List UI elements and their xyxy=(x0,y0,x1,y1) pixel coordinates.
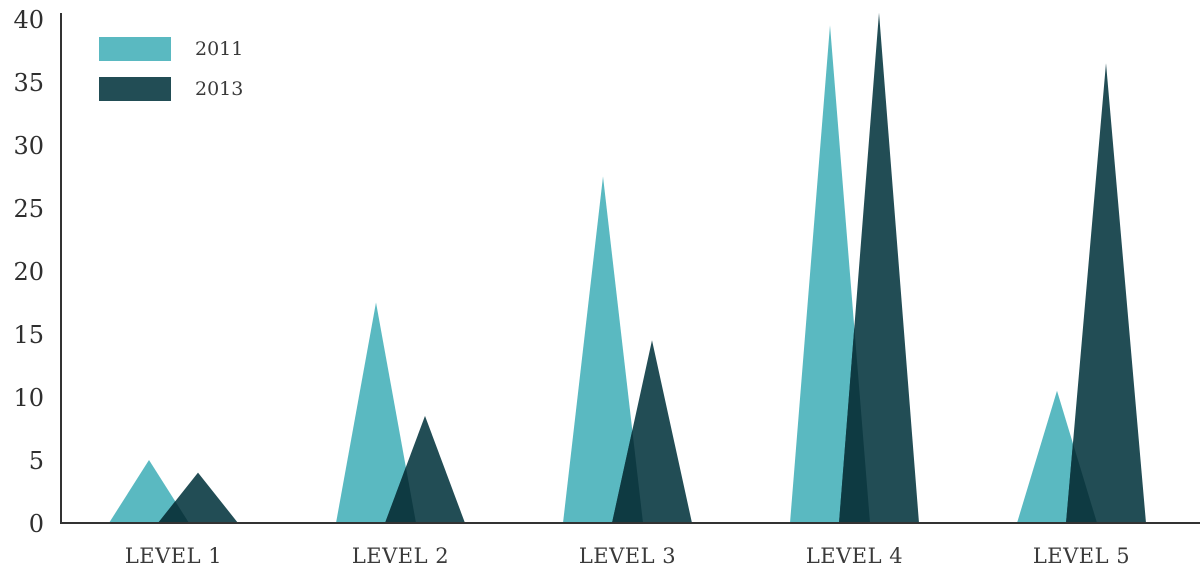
y-tick-label: 15 xyxy=(13,321,44,349)
y-tick-label: 0 xyxy=(29,510,44,538)
triangle-overlap xyxy=(612,430,643,523)
triangle-overlap xyxy=(385,467,416,523)
y-tick-label: 30 xyxy=(13,132,44,160)
triangle-overlap xyxy=(1066,443,1097,523)
x-tick-label: LEVEL 5 xyxy=(1033,544,1130,568)
triangle-2013 xyxy=(1066,63,1146,523)
y-tick-label: 10 xyxy=(13,384,44,412)
triangle-2011 xyxy=(563,176,643,523)
x-tick-label: LEVEL 4 xyxy=(806,544,903,568)
y-tick-label: 5 xyxy=(29,447,44,475)
legend: 2011 2013 xyxy=(99,37,243,101)
legend-label: 2011 xyxy=(195,38,243,60)
legend-label: 2013 xyxy=(195,78,243,100)
x-tick-label: LEVEL 1 xyxy=(125,544,222,568)
triangle-2011 xyxy=(336,302,416,523)
legend-swatch xyxy=(99,37,171,61)
plot-area xyxy=(109,12,1146,524)
x-axis-ticks: LEVEL 1 LEVEL 2 LEVEL 3 LEVEL 4 LEVEL 5 xyxy=(125,544,1130,568)
legend-swatch xyxy=(99,77,171,101)
triangle-overlap xyxy=(158,501,189,523)
x-tick-label: LEVEL 3 xyxy=(579,544,676,568)
y-tick-label: 25 xyxy=(13,195,44,223)
y-tick-label: 35 xyxy=(13,69,44,97)
y-tick-label: 20 xyxy=(13,258,44,286)
triangle-overlap xyxy=(839,327,870,523)
y-axis-ticks: 0 5 10 15 20 25 30 35 40 xyxy=(13,6,44,538)
x-tick-label: LEVEL 2 xyxy=(352,544,449,568)
triangle-2011 xyxy=(109,460,189,523)
y-tick-label: 40 xyxy=(13,6,44,34)
